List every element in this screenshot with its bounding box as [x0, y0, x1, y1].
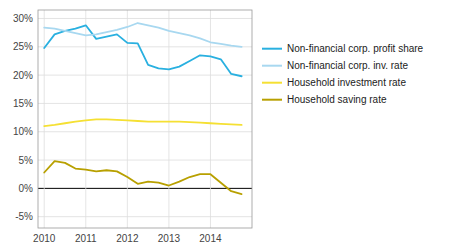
grid-line: [38, 75, 252, 76]
y-tick-label: 30%: [13, 13, 33, 24]
grid-line: [38, 216, 252, 217]
y-tick-label: 5%: [19, 155, 34, 166]
grid-line: [85, 10, 86, 228]
y-tick-label: -5%: [15, 211, 33, 222]
zero-line: [38, 188, 252, 189]
y-tick-label: 20%: [13, 70, 33, 81]
legend: Non-financial corp. profit share Non-fina…: [262, 43, 424, 105]
y-tick-label: 15%: [13, 98, 33, 109]
grid-line: [168, 10, 169, 228]
series-line: [44, 119, 241, 126]
x-tick-label: 2012: [116, 233, 139, 244]
x-tick-label: 2011: [75, 233, 97, 244]
legend-swatch: [262, 82, 282, 84]
chart: -5% 0% 5% 10% 15% 20% 25% 30% 2010 2011 2012 2013 20…: [0, 0, 454, 252]
legend-label: Non-financial corp. profit share: [287, 43, 424, 54]
grid-line: [44, 10, 45, 228]
series-lines: [44, 23, 241, 194]
grid-line: [38, 103, 252, 104]
x-tick-label: 2013: [158, 233, 181, 244]
legend-label: Household saving rate: [287, 94, 387, 105]
x-tick-label: 2010: [33, 233, 56, 244]
legend-swatch: [262, 65, 282, 67]
series-line: [44, 161, 241, 194]
legend-swatch: [262, 99, 282, 101]
x-tick-label: 2014: [199, 233, 222, 244]
grid-line: [38, 18, 252, 19]
legend-swatch: [262, 48, 282, 50]
y-tick-label: 10%: [13, 126, 33, 137]
legend-label: Non-financial corp. inv. rate: [287, 60, 408, 71]
y-tick-label: 25%: [13, 41, 33, 52]
y-tick-label: 0%: [19, 183, 34, 194]
grid: [38, 10, 252, 228]
series-line: [44, 23, 241, 47]
legend-label: Household investment rate: [287, 77, 406, 88]
grid-line: [38, 131, 252, 132]
axes: -5% 0% 5% 10% 15% 20% 25% 30% 2010 2011 2012 2013 20…: [13, 10, 252, 244]
grid-line: [38, 160, 252, 161]
plot-frame: [38, 10, 252, 228]
grid-line: [38, 46, 252, 47]
